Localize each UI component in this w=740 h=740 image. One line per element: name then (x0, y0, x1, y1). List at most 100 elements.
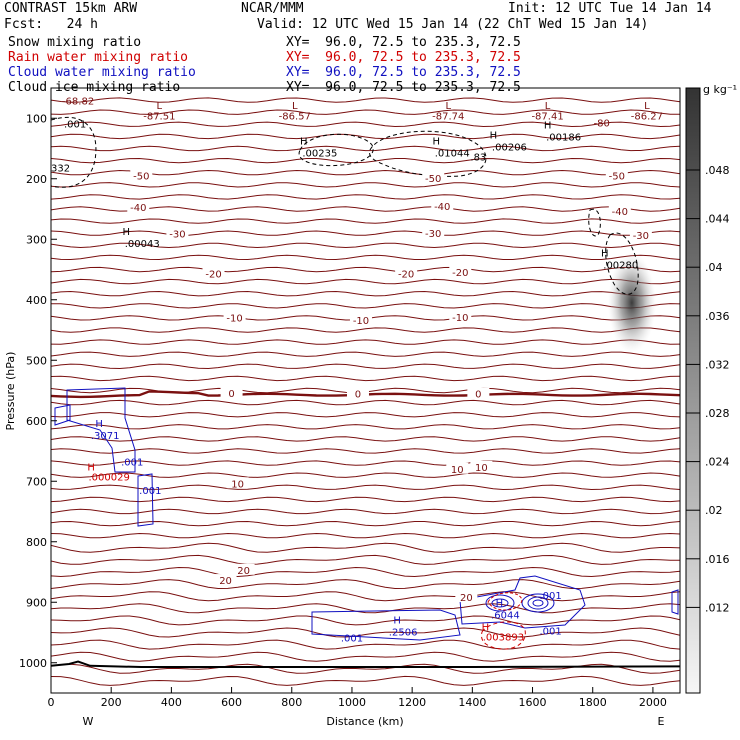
snow-contour (51, 116, 97, 188)
temperature-label: -10 (226, 314, 242, 325)
isotherm-line (51, 206, 680, 212)
isotherm-line (51, 375, 680, 382)
temperature-label: 10 (231, 479, 244, 490)
temperature-label-bg (422, 171, 445, 183)
model-title: CONTRAST 15km ARW (4, 1, 138, 16)
low-value-label: -87.41 (531, 111, 563, 122)
colorbar-tick-label: .044 (705, 213, 730, 226)
cloud-water-label: .001 (341, 634, 363, 645)
isotherm-line (51, 133, 680, 140)
x-tick-label: 1200 (398, 696, 426, 709)
isotherm-line (51, 460, 680, 466)
cloud-water-contour (671, 589, 679, 615)
temperature-label: 20 (237, 566, 250, 577)
isotherm-line (51, 651, 680, 662)
valid-time: Valid: 12 UTC Wed 15 Jan 14 (22 ChT Wed … (257, 17, 649, 32)
temperature-label: -50 (609, 171, 625, 182)
low-value-label: -87.51 (143, 111, 175, 122)
temperature-label: -50 (425, 174, 441, 185)
cloud-water-contour (527, 596, 549, 610)
y-tick-label: 800 (26, 536, 47, 549)
temperature-label: 10 (451, 465, 464, 476)
y-tick-label: 1000 (19, 657, 47, 670)
isotherm-line (51, 339, 680, 345)
snow-contour-label: 332 (51, 163, 70, 174)
temperature-label: -40 (612, 207, 628, 218)
isotherm-line (51, 603, 680, 614)
isotherm-line (51, 484, 680, 491)
isotherm-line (51, 542, 680, 553)
temperature-label: 0 (475, 390, 481, 401)
east-endpoint-label: E (658, 715, 665, 728)
west-endpoint-label: W (83, 715, 94, 728)
ice-max-value: .01044 (435, 148, 470, 159)
temperature-label-bg (202, 267, 225, 279)
isotherm-line (51, 194, 680, 200)
colorbar-tick-label: .024 (705, 456, 730, 469)
y-tick-label: 300 (26, 233, 47, 246)
isotherm-line (51, 169, 680, 176)
isotherm-line (51, 157, 680, 164)
y-axis-title: Pressure (hPa) (4, 352, 17, 431)
colorbar (685, 87, 701, 694)
temperature-label-bg (226, 477, 249, 489)
temperature-label-bg (467, 387, 490, 399)
temperature-label: 10 (475, 463, 488, 474)
isotherm-line (51, 351, 680, 357)
isotherm-line (51, 508, 680, 515)
isotherm-line (51, 121, 680, 128)
snow-contour (605, 232, 639, 295)
y-tick-label: 200 (26, 173, 47, 186)
isotherm-line (51, 303, 680, 309)
snow-contour (298, 133, 374, 167)
rain-contour (487, 592, 523, 611)
temperature-label-bg (346, 387, 369, 399)
cloud-water-contour (66, 387, 136, 473)
field-snow-xy: XY= 96.0, 72.5 to 235.3, 72.5 (286, 35, 521, 50)
ice-max-value: .00235 (302, 148, 337, 159)
cloud-water-contour (137, 473, 154, 527)
init-time: Init: 12 UTC Tue 14 Jan 14 (508, 1, 712, 16)
temperature-label-bg (449, 310, 472, 322)
cloud-water-contour (491, 598, 509, 608)
temperature-label-bg (449, 266, 472, 278)
rain-max-value: .003893 (483, 632, 524, 643)
isotherm-line (51, 532, 680, 539)
isotherm-line (51, 97, 680, 103)
temperature-label-bg (223, 311, 246, 323)
snow-contour (588, 208, 601, 237)
isotherm-line (51, 615, 680, 626)
y-tick-label: 100 (26, 112, 47, 125)
cloud-water-contour (54, 404, 71, 426)
low-marker: L (157, 101, 163, 112)
x-tick-label: 800 (281, 696, 302, 709)
ice-max-value: .00043 (125, 239, 160, 250)
cloud-water-max-marker: H (95, 419, 103, 430)
cloud-water-label: .001 (121, 458, 143, 469)
low-value-label: -86.57 (279, 111, 311, 122)
isotherm-line (51, 218, 680, 224)
colorbar-unit: g kg⁻¹ (703, 83, 737, 96)
y-tick-label: 400 (26, 294, 47, 307)
ice-max-marker: H (300, 136, 308, 147)
snow-contour-label: .001 (64, 119, 86, 130)
temperature-label: -40 (434, 202, 450, 213)
isotherm-line (51, 579, 680, 590)
cloud-water-label: .2506 (389, 628, 418, 639)
colorbar-tick-label: .036 (705, 310, 730, 323)
top-contour-label: -68.82 (62, 96, 94, 107)
cloud-water-label: .001 (139, 486, 161, 497)
temperature-label-bg (127, 200, 150, 212)
temperature-label-bg (166, 227, 189, 239)
x-tick-label: 0 (48, 696, 55, 709)
isotherm-line (51, 448, 680, 454)
isotherm-line (51, 436, 680, 442)
isotherm-line (51, 109, 680, 115)
temperature-label-bg (395, 267, 418, 279)
x-tick-label: 2000 (639, 696, 667, 709)
temperature-label: -20 (398, 269, 414, 280)
field-cloudwater-name: Cloud water mixing ratio (8, 65, 196, 80)
temperature-label-bg (446, 462, 469, 474)
temperature-label-bg (455, 591, 478, 603)
